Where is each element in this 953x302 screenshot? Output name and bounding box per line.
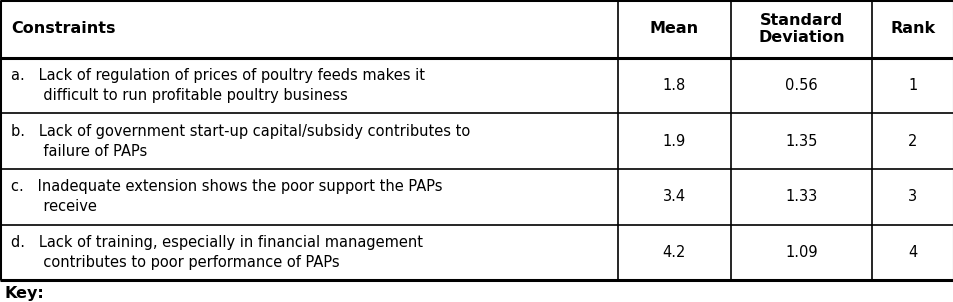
- Text: 1.33: 1.33: [784, 189, 817, 204]
- Text: 0.56: 0.56: [784, 78, 817, 93]
- Text: Mean: Mean: [649, 21, 699, 36]
- Text: 2: 2: [907, 134, 917, 149]
- Text: 1.35: 1.35: [784, 134, 817, 149]
- Text: 1.9: 1.9: [662, 134, 685, 149]
- Text: 1.8: 1.8: [662, 78, 685, 93]
- Text: Rank: Rank: [889, 21, 935, 36]
- Text: 4: 4: [907, 245, 917, 260]
- Text: a.   Lack of regulation of prices of poultry feeds makes it
       difficult to : a. Lack of regulation of prices of poult…: [11, 68, 425, 103]
- Text: b.   Lack of government start-up capital/subsidy contributes to
       failure o: b. Lack of government start-up capital/s…: [11, 124, 470, 159]
- Text: Key:: Key:: [5, 286, 45, 301]
- Text: 3: 3: [907, 189, 917, 204]
- Text: c.   Inadequate extension shows the poor support the PAPs
       receive: c. Inadequate extension shows the poor s…: [11, 179, 442, 214]
- Text: 1.09: 1.09: [784, 245, 817, 260]
- Text: Constraints: Constraints: [11, 21, 116, 36]
- Text: d.   Lack of training, especially in financial management
       contributes to : d. Lack of training, especially in finan…: [11, 235, 423, 270]
- Text: Standard
Deviation: Standard Deviation: [758, 13, 843, 45]
- Text: 1: 1: [907, 78, 917, 93]
- Text: 3.4: 3.4: [662, 189, 685, 204]
- Text: 4.2: 4.2: [662, 245, 685, 260]
